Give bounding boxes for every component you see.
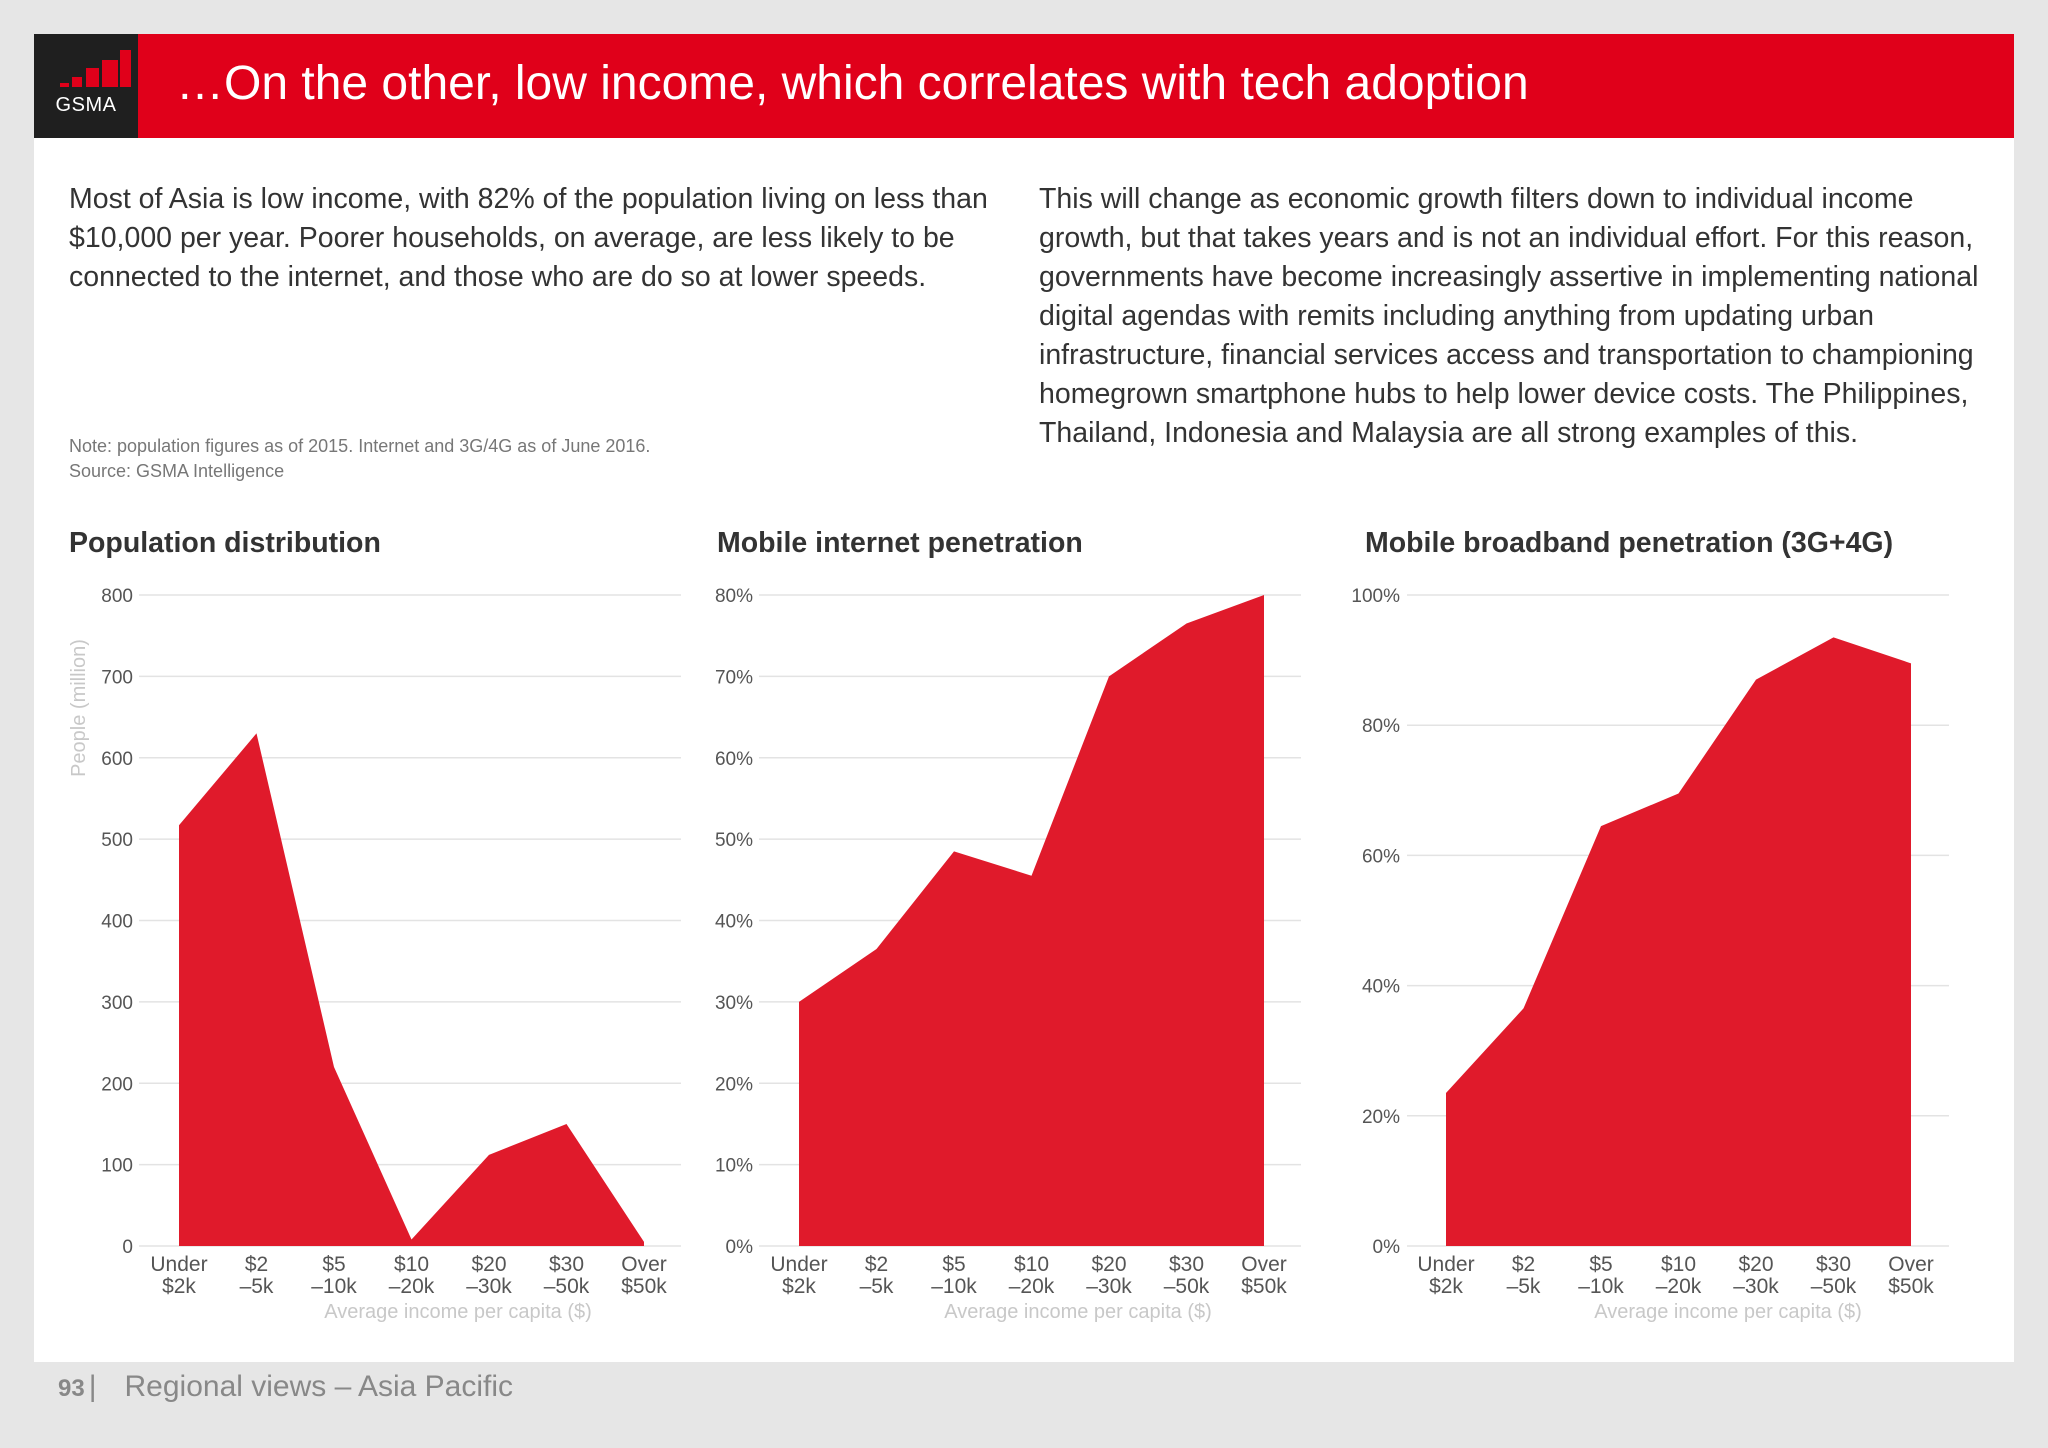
x-tick-label: $20 (1091, 1253, 1126, 1276)
x-tick-label: $50k (1241, 1275, 1287, 1298)
x-tick-label: $50k (621, 1275, 667, 1298)
x-tick-label: –20k (1009, 1275, 1055, 1298)
source-text: Source: GSMA Intelligence (69, 461, 285, 481)
x-tick-label: $5 (1589, 1253, 1612, 1276)
x-tick-label: $2k (782, 1275, 816, 1298)
y-tick-label: 600 (101, 749, 133, 770)
y-tick-label: 80% (715, 586, 753, 607)
x-tick-label: Over (1241, 1253, 1287, 1276)
y-tick-label: 10% (715, 1156, 753, 1177)
x-axis-label: Average income per capita ($) (324, 1301, 592, 1323)
x-tick-label: –5k (860, 1275, 894, 1298)
x-tick-label: $2k (162, 1275, 196, 1298)
charts-canvas: 0100200300400500600700800Under$2k$2–5k$5… (68, 586, 1949, 1323)
y-tick-label: 20% (715, 1074, 753, 1095)
x-tick-label: $2 (865, 1253, 888, 1276)
y-tick-label: 70% (715, 667, 753, 688)
area-series (1446, 637, 1911, 1246)
x-tick-label: –20k (389, 1275, 435, 1298)
x-axis-label: Average income per capita ($) (1594, 1301, 1862, 1323)
page-title: …On the other, low income, which correla… (176, 57, 1529, 110)
y-tick-label: 100 (101, 1156, 133, 1177)
chart-2: 0% 20% 40% 60% 80% 100% Under$2k $2–5k $5–10k $10… (1351, 586, 1949, 1323)
x-tick-label: $20 (471, 1253, 506, 1276)
x-tick-label: $30 (549, 1253, 584, 1276)
body-text-left: Most of Asia is low income, with 82% of … (69, 183, 988, 293)
y-tick-label: 700 (101, 667, 133, 688)
x-tick-label: $30 (1816, 1253, 1851, 1276)
chart-1: 0% 10% 20% 30% 40% 50% 60% 70% 80% Under$2k $2–5k $… (715, 586, 1301, 1323)
x-tick-label: Over (1888, 1253, 1934, 1276)
y-tick-label: 60% (1362, 846, 1400, 867)
x-tick-label: –30k (1086, 1275, 1132, 1298)
logo-bars-icon (60, 50, 131, 87)
y-tick-label: 300 (101, 993, 133, 1014)
y-axis-label: People (million) (68, 639, 90, 777)
x-tick-label: –10k (931, 1275, 977, 1298)
note-block: Note: population figures as of 2015. Int… (69, 434, 650, 484)
x-tick-label: –50k (544, 1275, 590, 1298)
chart-title-population: Population distribution (69, 527, 381, 559)
header-bar: GSMA …On the other, low income, which co… (34, 34, 2014, 138)
y-tick-label: 80% (1362, 716, 1400, 737)
y-tick-label: 0 (122, 1237, 133, 1258)
y-tick-label: 200 (101, 1074, 133, 1095)
x-tick-label: –50k (1164, 1275, 1210, 1298)
x-tick-label: $2 (1512, 1253, 1535, 1276)
y-tick-label: 50% (715, 830, 753, 851)
x-tick-label: –5k (1507, 1275, 1541, 1298)
y-tick-label: 0% (1373, 1237, 1401, 1258)
x-tick-label: Under (770, 1253, 827, 1276)
x-tick-label: $30 (1169, 1253, 1204, 1276)
section-name: Regional views – Asia Pacific (124, 1370, 514, 1403)
area-series (799, 595, 1264, 1246)
x-tick-label: $20 (1738, 1253, 1773, 1276)
x-tick-label: Under (1417, 1253, 1474, 1276)
x-tick-label: $10 (1014, 1253, 1049, 1276)
gsma-logo: GSMA (34, 34, 138, 138)
footer: 93 | Regional views – Asia Pacific (58, 1370, 513, 1404)
x-tick-label: –5k (240, 1275, 274, 1298)
y-tick-label: 100% (1351, 586, 1400, 607)
y-tick-label: 40% (715, 912, 753, 933)
x-tick-label: –30k (1733, 1275, 1779, 1298)
area-series (179, 733, 644, 1246)
x-tick-label: –10k (311, 1275, 357, 1298)
x-tick-label: $10 (394, 1253, 429, 1276)
chart-0: 0 100 200 300 400 500 600 700 800 Under$2k $2–5k $5… (68, 586, 681, 1323)
x-axis-label: Average income per capita ($) (944, 1301, 1212, 1323)
slide: GSMA …On the other, low income, which co… (34, 34, 2014, 1362)
body-text-right: This will change as economic growth filt… (1039, 183, 1979, 449)
chart-title-broadband: Mobile broadband penetration (3G+4G) (1365, 527, 1894, 559)
x-tick-label: –10k (1578, 1275, 1624, 1298)
x-tick-label: Under (150, 1253, 207, 1276)
note-text: Note: population figures as of 2015. Int… (69, 436, 651, 456)
x-tick-label: $5 (322, 1253, 345, 1276)
page-number: 93 (58, 1375, 85, 1402)
chart-title-internet: Mobile internet penetration (717, 527, 1083, 559)
y-tick-label: 40% (1362, 977, 1400, 998)
y-tick-label: 30% (715, 993, 753, 1014)
x-tick-label: $10 (1661, 1253, 1696, 1276)
x-tick-label: –30k (466, 1275, 512, 1298)
logo-text: GSMA (55, 94, 117, 116)
y-tick-label: 400 (101, 912, 133, 933)
x-tick-label: $2k (1429, 1275, 1463, 1298)
x-tick-label: $50k (1888, 1275, 1934, 1298)
y-tick-label: 500 (101, 830, 133, 851)
x-tick-label: –50k (1811, 1275, 1857, 1298)
x-tick-label: Over (621, 1253, 667, 1276)
x-tick-label: $2 (245, 1253, 268, 1276)
x-tick-label: $5 (942, 1253, 965, 1276)
y-tick-label: 800 (101, 586, 133, 607)
y-tick-label: 20% (1362, 1107, 1400, 1128)
footer-separator: | (88, 1370, 97, 1403)
y-tick-label: 0% (726, 1237, 754, 1258)
y-tick-label: 60% (715, 749, 753, 770)
x-tick-label: –20k (1656, 1275, 1702, 1298)
